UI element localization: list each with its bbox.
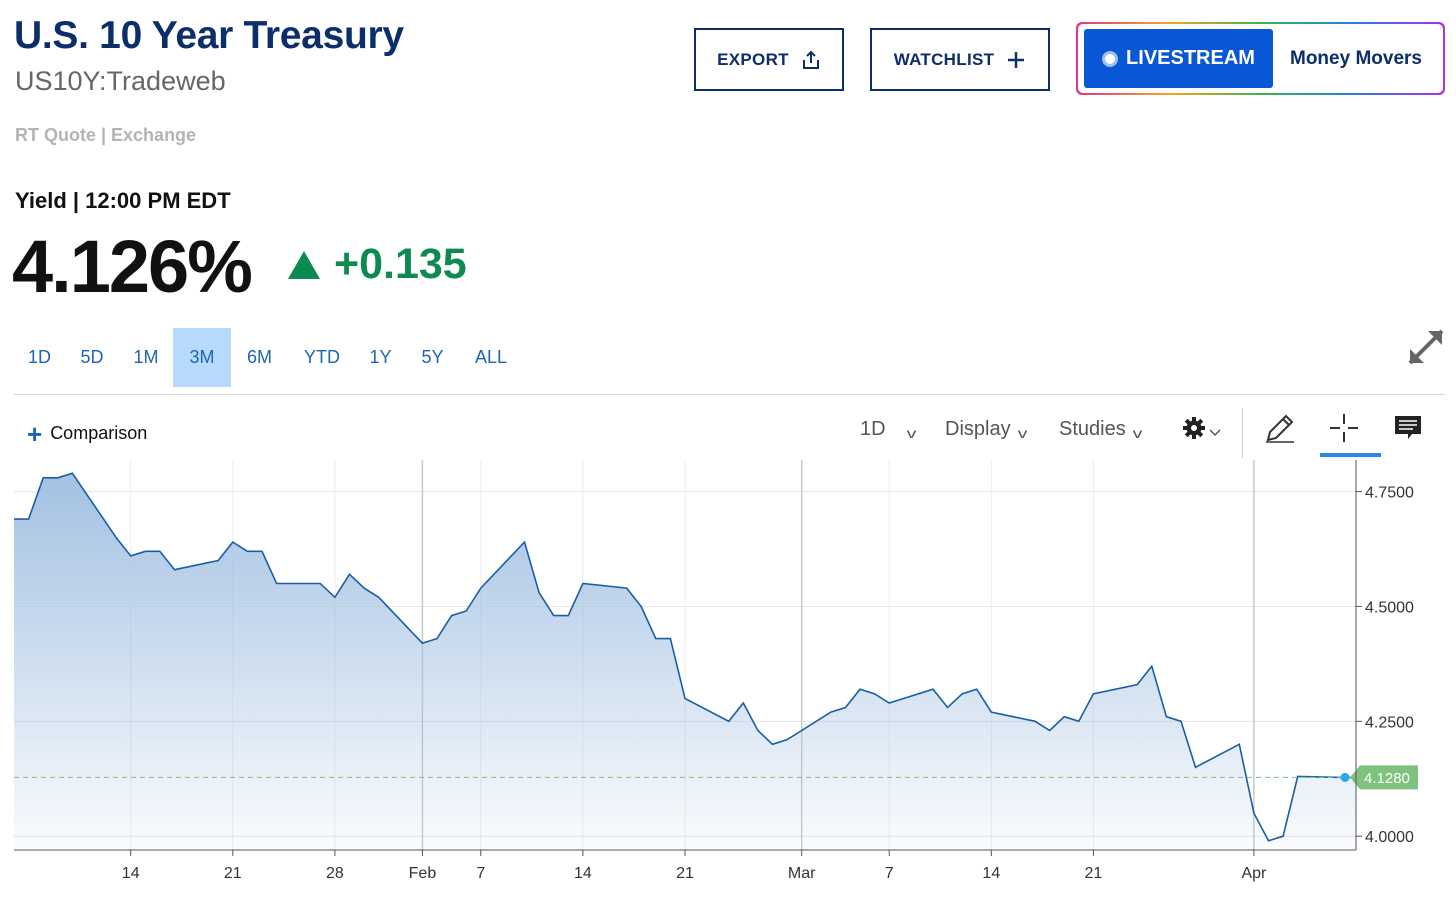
watchlist-button[interactable]: WATCHLIST <box>870 28 1050 91</box>
share-icon <box>802 50 819 69</box>
last-value-dot <box>1340 772 1350 782</box>
active-tool-indicator <box>1320 453 1381 457</box>
x-tick-label: 14 <box>574 865 592 882</box>
yield-line <box>14 472 1356 842</box>
range-tab[interactable]: 1Y <box>369 347 392 367</box>
y-tick-label: 4.5000 <box>1365 599 1414 616</box>
yield-timestamp: Yield | 12:00 PM EDT <box>15 188 231 213</box>
x-tick-label: 21 <box>676 865 694 882</box>
x-tick-label: 28 <box>326 865 344 882</box>
x-tick-label: 21 <box>1085 865 1103 882</box>
interval-label: 1D <box>860 418 886 440</box>
x-tick-label: 7 <box>885 865 894 882</box>
y-tick-label: 4.2500 <box>1365 714 1414 731</box>
money-movers-link[interactable]: Money Movers <box>1290 47 1422 69</box>
last-value-label: 4.1280 <box>1350 765 1418 790</box>
range-tab[interactable]: 1D <box>27 347 51 367</box>
chevron-down-icon: v <box>1017 424 1027 441</box>
chevron-down-icon: v <box>1132 424 1143 441</box>
export-button[interactable]: EXPORT <box>694 28 844 91</box>
price-change: +0.135 <box>288 240 467 289</box>
x-tick-label: 7 <box>476 865 485 882</box>
comment-icon[interactable] <box>1390 410 1426 446</box>
watchlist-label: WATCHLIST <box>893 49 995 69</box>
x-tick-label: 14 <box>982 865 1000 882</box>
symbol-label: US10Y:Tradeweb <box>15 66 226 96</box>
range-tab[interactable]: 5Y <box>421 347 444 367</box>
x-tick-label: Apr <box>1241 865 1267 882</box>
x-tick-label: 14 <box>122 865 140 882</box>
livestream-label: LIVESTREAM <box>1126 47 1255 69</box>
toolbar-separator <box>1242 408 1243 458</box>
range-tab-selected[interactable]: 3M <box>173 328 231 387</box>
display-dropdown[interactable]: Display v <box>945 418 1027 441</box>
last-value-text: 4.1280 <box>1364 770 1410 787</box>
pencil-icon[interactable] <box>1262 410 1298 446</box>
yield-chart[interactable]: 4.1280 4.0000 4.2500 4.5000 4.7500 14 21 28 Fe… <box>0 460 1456 902</box>
studies-dropdown[interactable]: Studies v <box>1059 418 1143 441</box>
x-axis: 14 21 28 Feb 7 14 21 Mar 7 14 21 Apr <box>14 849 1356 882</box>
change-value: +0.135 <box>334 240 467 288</box>
plus-icon <box>1008 51 1025 68</box>
plus-icon: + <box>27 418 43 449</box>
export-label: EXPORT <box>717 49 789 69</box>
range-tab[interactable]: 1M <box>133 347 159 367</box>
livestream-box: LIVESTREAM Money Movers <box>1076 22 1445 95</box>
comparison-button[interactable]: + Comparison <box>27 418 148 449</box>
gear-icon[interactable] <box>1180 410 1226 446</box>
y-tick-label: 4.0000 <box>1365 829 1414 846</box>
range-tab[interactable]: YTD <box>304 347 340 367</box>
price-value: 4.126% <box>12 225 253 308</box>
yield-area <box>14 473 1356 850</box>
range-tab[interactable]: ALL <box>474 347 508 367</box>
expand-icon[interactable] <box>1406 327 1446 367</box>
x-tick-label: 21 <box>224 865 242 882</box>
range-tab[interactable]: 5D <box>80 347 104 367</box>
range-tabs: 1D 5D 1M 3M 6M YTD 1Y 5Y ALL <box>14 328 522 387</box>
interval-dropdown[interactable]: 1D v <box>860 418 916 441</box>
crosshair-icon[interactable] <box>1326 410 1362 446</box>
chevron-down-icon: v <box>906 424 916 441</box>
section-divider <box>14 394 1445 395</box>
y-axis: 4.0000 4.2500 4.5000 4.7500 <box>1355 460 1414 850</box>
live-dot-icon <box>1102 50 1119 67</box>
x-tick-label: Feb <box>409 865 437 882</box>
page-title: U.S. 10 Year Treasury <box>14 14 404 57</box>
range-tab[interactable]: 6M <box>246 347 272 367</box>
livestream-button[interactable]: LIVESTREAM <box>1084 29 1273 88</box>
quote-source-label: RT Quote | Exchange <box>15 125 197 145</box>
up-arrow-icon <box>288 250 320 279</box>
y-tick-label: 4.7500 <box>1365 485 1414 502</box>
display-label: Display <box>945 418 1011 440</box>
comparison-label: Comparison <box>50 423 148 443</box>
studies-label: Studies <box>1059 418 1126 440</box>
x-tick-label: Mar <box>788 865 816 882</box>
